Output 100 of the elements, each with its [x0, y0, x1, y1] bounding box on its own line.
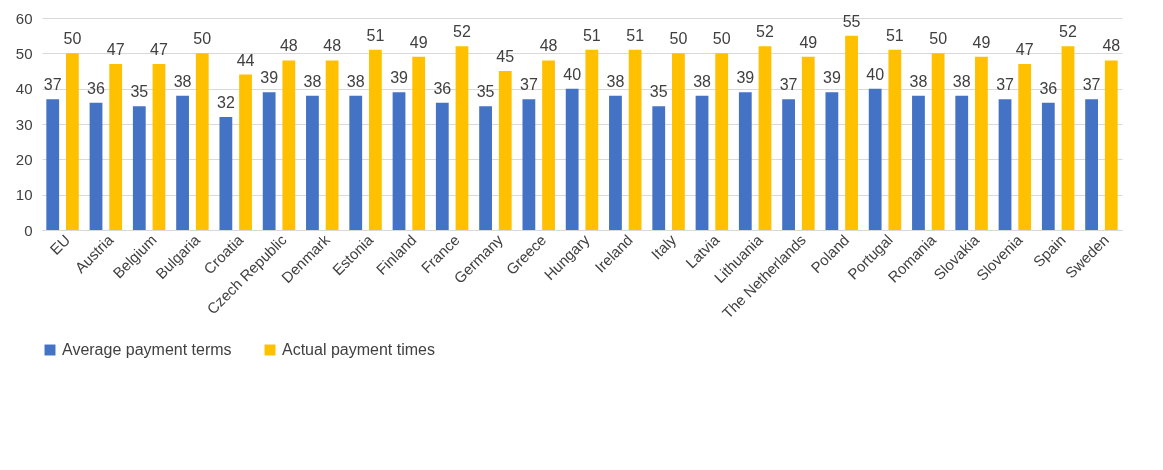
bar [1018, 63, 1032, 230]
data-label: 39 [260, 69, 279, 87]
bar [652, 106, 666, 230]
data-label: 50 [929, 30, 948, 48]
y-tick-label: 50 [15, 44, 33, 62]
bar [195, 53, 209, 230]
data-label: 52 [1059, 23, 1077, 41]
data-label: 45 [496, 48, 515, 65]
bar [628, 49, 642, 230]
bar [825, 92, 839, 230]
bar [738, 92, 752, 230]
y-tick-label: 30 [15, 115, 33, 133]
bar [542, 60, 555, 230]
bar [782, 99, 795, 230]
bar [609, 95, 622, 230]
data-label: 47 [150, 40, 168, 58]
bar [868, 88, 882, 230]
bar [1041, 102, 1055, 230]
bar [1061, 46, 1075, 230]
y-tick-label: 60 [15, 9, 33, 27]
y-tick-label: 20 [15, 150, 33, 168]
bar [801, 56, 815, 230]
data-label: 38 [909, 72, 928, 90]
data-label: 52 [756, 23, 774, 41]
data-label: 50 [669, 30, 688, 48]
bar [349, 95, 363, 230]
bar [325, 60, 339, 230]
data-label: 52 [453, 23, 471, 41]
data-label: 40 [563, 65, 582, 83]
bar [89, 102, 103, 230]
bar [455, 46, 469, 230]
data-label: 38 [303, 72, 322, 90]
bar [132, 106, 146, 230]
data-label: 48 [539, 37, 558, 55]
data-label: 38 [173, 72, 192, 90]
bar [392, 92, 406, 230]
data-label: 49 [799, 33, 818, 51]
data-label: 37 [996, 76, 1015, 94]
bar [565, 88, 579, 230]
data-label: 51 [626, 26, 645, 44]
data-label: 35 [649, 83, 668, 101]
bar [46, 99, 60, 230]
data-label: 48 [279, 37, 298, 55]
bar [176, 95, 189, 230]
data-label: 35 [476, 83, 495, 101]
data-label: 36 [433, 79, 452, 97]
y-tick-label: 40 [15, 80, 33, 98]
bar [845, 35, 858, 230]
bar [931, 53, 945, 230]
bar [412, 56, 426, 230]
legend-label: Actual payment times [282, 341, 435, 358]
bar [715, 53, 729, 230]
y-tick-label: 10 [15, 186, 33, 204]
data-label: 40 [866, 65, 885, 83]
data-label: 38 [606, 72, 625, 90]
bar [955, 95, 969, 230]
data-label: 48 [1102, 37, 1121, 55]
data-label: 37 [1082, 76, 1101, 94]
bar [1085, 99, 1098, 230]
bar [585, 49, 599, 230]
bar [66, 53, 79, 230]
data-label: 39 [736, 69, 755, 87]
data-label: 50 [712, 30, 731, 48]
bar [975, 56, 988, 230]
data-label: 47 [106, 40, 125, 58]
data-label: 50 [63, 30, 82, 48]
y-tick-label: 0 [24, 221, 33, 239]
data-label: 51 [885, 26, 904, 44]
data-label: 49 [409, 33, 428, 51]
bar [912, 95, 925, 230]
data-label: 49 [972, 33, 991, 51]
bar [888, 49, 902, 230]
bar [695, 95, 709, 230]
data-label: 35 [130, 83, 149, 101]
data-label: 39 [822, 69, 841, 87]
bar [282, 60, 296, 230]
data-label: 39 [390, 69, 409, 87]
bar [109, 63, 123, 230]
data-label: 51 [366, 26, 385, 44]
data-label: 36 [87, 79, 106, 97]
bar [1104, 60, 1118, 230]
bar [152, 63, 166, 230]
bar [522, 99, 536, 230]
bar [306, 95, 319, 230]
bar [219, 116, 233, 230]
bar [262, 92, 276, 230]
bar [758, 46, 772, 230]
data-label: 36 [1039, 79, 1058, 97]
legend-label: Average payment terms [62, 341, 232, 358]
x-tick-label: Italy [647, 230, 680, 263]
data-label: 37 [519, 76, 538, 94]
bar [479, 106, 492, 230]
data-label: 38 [952, 72, 971, 90]
bar [998, 99, 1012, 230]
bar [498, 71, 512, 230]
bar [435, 102, 449, 230]
data-label: 38 [693, 72, 712, 90]
data-label: 51 [582, 26, 601, 44]
bar [672, 53, 685, 230]
data-label: 32 [216, 93, 235, 111]
